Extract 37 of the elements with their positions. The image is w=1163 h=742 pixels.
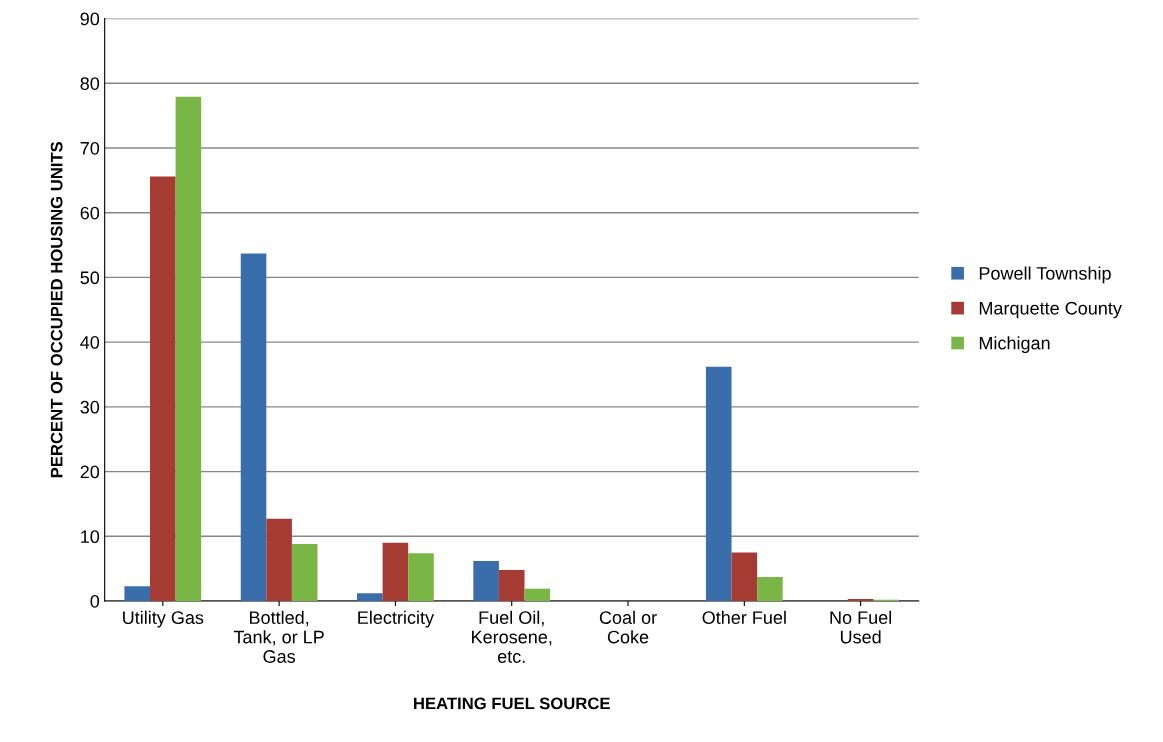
bar [240, 253, 267, 602]
bar [524, 588, 551, 602]
y-tick-label: 10 [81, 530, 100, 544]
y-tick-label: 40 [80, 336, 100, 349]
x-axis-title: HEATING FUEL SOURCE [414, 697, 610, 710]
y-tick-label: 80 [80, 77, 100, 90]
bar [291, 544, 318, 602]
x-tick-label: Electricity [358, 610, 435, 628]
bar [266, 518, 292, 602]
x-tick-label: Utility Gas [123, 610, 204, 628]
x-tick-label: No Fuel Used [830, 610, 892, 644]
bar [175, 96, 202, 602]
legend-label: Powell Township [979, 266, 1111, 284]
x-tick-label: Other Fuel [702, 610, 786, 624]
bar [124, 586, 151, 602]
bar [408, 553, 434, 602]
x-tick-label: Bottled, Tank, or LP Gas [233, 610, 324, 663]
bar [473, 560, 499, 602]
y-tick-label: 50 [80, 271, 100, 285]
y-tick-label: 70 [80, 141, 100, 155]
bar [382, 542, 409, 602]
y-tick-label: 60 [80, 206, 100, 220]
legend-label: Michigan [979, 336, 1050, 354]
y-tick-label: 90 [80, 12, 100, 26]
bar [498, 569, 525, 602]
y-axis-title: PERCENT OF OCCUPIED HOUSING UNITS [50, 141, 63, 478]
bar [150, 176, 176, 602]
x-tick-label: Fuel Oil, Kerosene, etc. [472, 610, 552, 663]
bar [757, 577, 783, 602]
bar [731, 552, 758, 602]
y-tick-label: 30 [80, 400, 100, 414]
bar [705, 366, 732, 602]
y-tick-label: 0 [90, 594, 100, 608]
legend-label: Marquette County [979, 301, 1122, 319]
y-tick-label: 20 [80, 465, 100, 479]
bar [357, 593, 383, 602]
x-tick-label: Coal or Coke [599, 610, 657, 644]
